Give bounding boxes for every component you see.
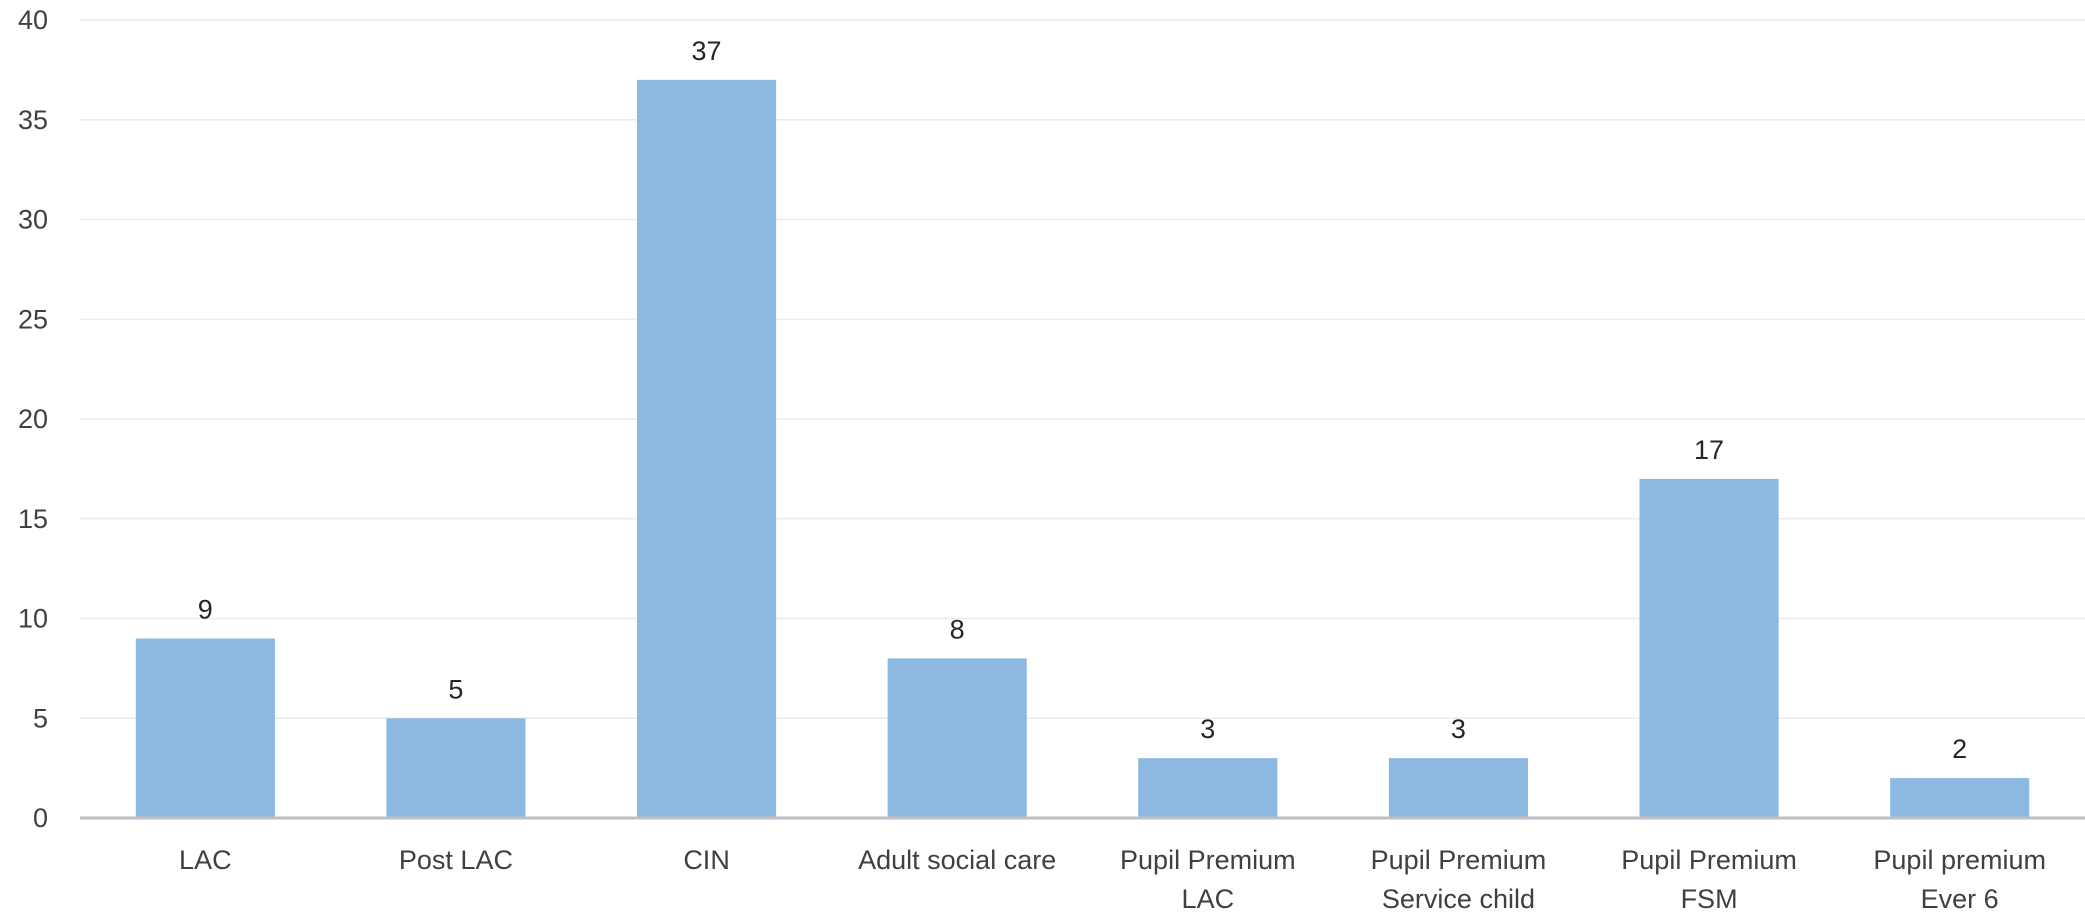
x-category-label: Adult social care [858, 845, 1056, 875]
x-category-label: Pupil Premium Service child [1371, 845, 1547, 913]
data-label: 2 [1952, 734, 1967, 764]
bar [135, 638, 275, 818]
x-category-label: Pupil premium Ever 6 [1873, 845, 2046, 913]
bar [637, 79, 777, 819]
x-category-label: Pupil Premium LAC [1120, 845, 1296, 913]
y-tick-label: 15 [18, 504, 48, 534]
y-tick-label: 20 [18, 404, 48, 434]
y-tick-label: 25 [18, 304, 48, 334]
data-labels: 9 5 37 8 3 3 17 2 [198, 36, 1967, 764]
bar [386, 718, 526, 818]
bar [1890, 778, 2030, 818]
y-tick-label: 10 [18, 604, 48, 634]
x-category-label: CIN [683, 845, 730, 875]
y-tick-label: 30 [18, 205, 48, 235]
data-label: 8 [950, 614, 965, 644]
bar [887, 658, 1027, 818]
x-category-label: Pupil Premium FSM [1621, 845, 1797, 913]
data-label: 17 [1694, 435, 1724, 465]
gridlines [80, 19, 2085, 719]
data-label: 9 [198, 594, 213, 624]
x-category-label: Post LAC [399, 845, 513, 875]
data-label: 3 [1451, 714, 1466, 744]
bar [1639, 478, 1779, 818]
y-tick-label: 40 [18, 5, 48, 35]
x-category-label: LAC [179, 845, 232, 875]
bar [1388, 758, 1528, 818]
y-tick-label: 35 [18, 105, 48, 135]
data-label: 5 [448, 674, 463, 704]
y-tick-label: 5 [33, 703, 48, 733]
bar [1138, 758, 1278, 818]
x-axis-categories: LAC Post LAC CIN Adult social care Pupil Pre… [179, 845, 2046, 914]
data-label: 37 [692, 36, 722, 66]
y-tick-label: 0 [33, 803, 48, 833]
data-label: 3 [1200, 714, 1215, 744]
bars [135, 79, 2030, 819]
y-axis-ticks: 0 5 10 15 20 25 30 35 40 [18, 5, 48, 833]
